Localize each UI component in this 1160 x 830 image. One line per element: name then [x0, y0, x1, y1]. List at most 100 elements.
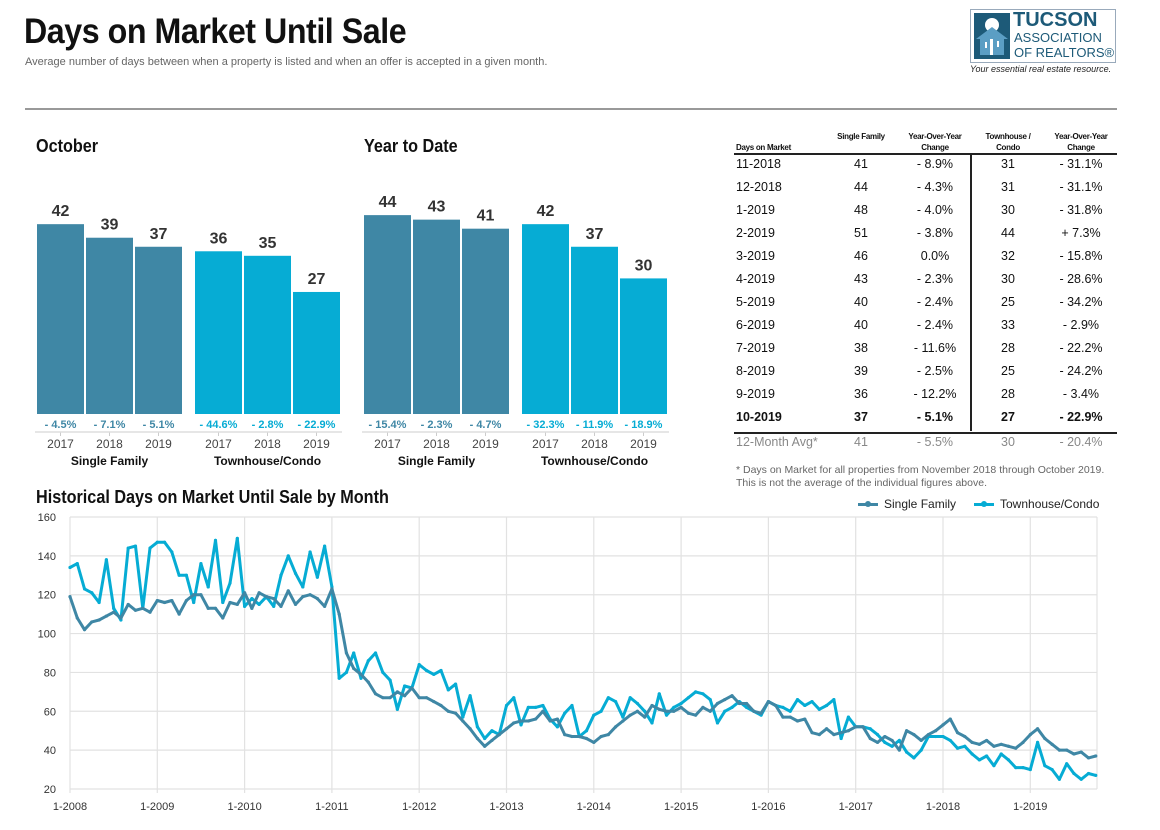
table-cell: 31 [1001, 157, 1015, 171]
table-cell: 25 [1001, 295, 1015, 309]
table-header: Year-Over-Year Change [908, 132, 962, 152]
bar-value-label: 36 [210, 230, 228, 247]
data-point [512, 721, 516, 725]
row-month: 6-2019 [736, 318, 775, 332]
data-point [723, 698, 727, 702]
data-point [490, 738, 494, 743]
data-point [112, 606, 116, 610]
data-point [548, 717, 552, 721]
data-point [563, 711, 567, 715]
data-point [570, 703, 574, 708]
average-label: 12-Month Avg* [736, 435, 818, 449]
data-point [883, 734, 887, 739]
data-point [861, 725, 865, 729]
table-cell: - 31.1% [1059, 180, 1103, 194]
data-point [621, 715, 625, 719]
x-tick-label: 1-2017 [839, 801, 873, 813]
x-tick-label: 1-2011 [315, 801, 348, 813]
tucson-realtors-logo: TUCSON ASSOCIATION OF REALTORS® Your ess… [968, 9, 1118, 75]
year-tick-label: 2017 [374, 437, 401, 451]
data-point [483, 744, 487, 748]
data-point [1006, 758, 1011, 762]
row-month: 5-2019 [736, 295, 775, 309]
bar-value-label: 41 [477, 208, 495, 225]
data-point [599, 709, 603, 713]
data-point [941, 734, 945, 739]
y-tick-label: 160 [38, 512, 56, 524]
yoy-change-label: - 18.9% [625, 419, 663, 431]
data-point [788, 715, 792, 719]
data-point [781, 715, 785, 719]
october-chart-title: October [36, 136, 99, 156]
data-point [1028, 733, 1032, 737]
data-point [468, 694, 472, 698]
data-point [795, 698, 800, 702]
data-point [970, 740, 974, 744]
table-cell: - 4.0% [916, 203, 954, 217]
data-point [432, 672, 436, 676]
data-point [417, 663, 421, 667]
data-point [643, 709, 647, 713]
data-point [875, 733, 880, 737]
data-point [846, 729, 851, 733]
data-point [235, 536, 239, 540]
data-point [737, 701, 741, 706]
data-point [781, 705, 785, 710]
data-point [1057, 777, 1061, 781]
data-point [213, 606, 218, 610]
data-point [1035, 727, 1040, 731]
table-cell: 28 [1001, 387, 1015, 401]
table-cell: - 28.6% [1059, 272, 1103, 286]
x-tick-label: 1-2008 [53, 801, 87, 813]
y-tick-label: 40 [44, 745, 56, 757]
data-point [468, 727, 472, 731]
data-point [330, 587, 334, 591]
year-tick-label: 2018 [581, 437, 608, 451]
data-point [985, 754, 989, 758]
data-point [875, 740, 880, 744]
yoy-change-label: - 7.1% [94, 419, 126, 431]
table-header: Townhouse / Condo [985, 132, 1031, 152]
header-divider [25, 108, 1117, 110]
data-point [861, 725, 865, 729]
data-point [723, 709, 727, 713]
data-point [803, 703, 807, 708]
row-month: 4-2019 [736, 272, 775, 286]
data-point [774, 703, 778, 708]
data-point [257, 591, 261, 595]
data-point [650, 721, 654, 725]
data-point [323, 544, 327, 548]
data-point [388, 696, 392, 700]
data-point [68, 565, 72, 570]
data-point [715, 701, 720, 706]
data-point [635, 709, 640, 713]
data-point [1094, 773, 1098, 778]
table-cell: - 2.9% [1062, 318, 1100, 332]
data-point [883, 740, 887, 744]
data-point [970, 752, 974, 756]
data-point [162, 540, 167, 544]
data-point [992, 744, 996, 748]
data-point [664, 713, 669, 717]
row-month: 12-2018 [736, 180, 782, 194]
data-point [519, 719, 523, 723]
data-point [192, 593, 196, 597]
data-point [323, 604, 327, 608]
year-tick-label: 2019 [303, 437, 330, 451]
data-point [1079, 777, 1083, 781]
data-point [453, 711, 458, 715]
data-point [599, 734, 603, 739]
data-point [955, 731, 960, 735]
table-cell: 33 [1001, 318, 1015, 332]
table-cell: 44 [1001, 226, 1015, 240]
table-cell: 37 [854, 410, 868, 424]
data-point [213, 538, 218, 542]
data-point [534, 717, 538, 721]
row-month: 1-2019 [736, 203, 775, 217]
data-point [905, 729, 909, 733]
x-tick-label: 1-2016 [751, 801, 785, 813]
table-cell: - 11.6% [913, 341, 957, 355]
y-tick-label: 100 [38, 629, 56, 641]
table-footnote: * Days on Market for all properties from… [736, 464, 1105, 489]
table-cell: 28 [1001, 341, 1015, 355]
